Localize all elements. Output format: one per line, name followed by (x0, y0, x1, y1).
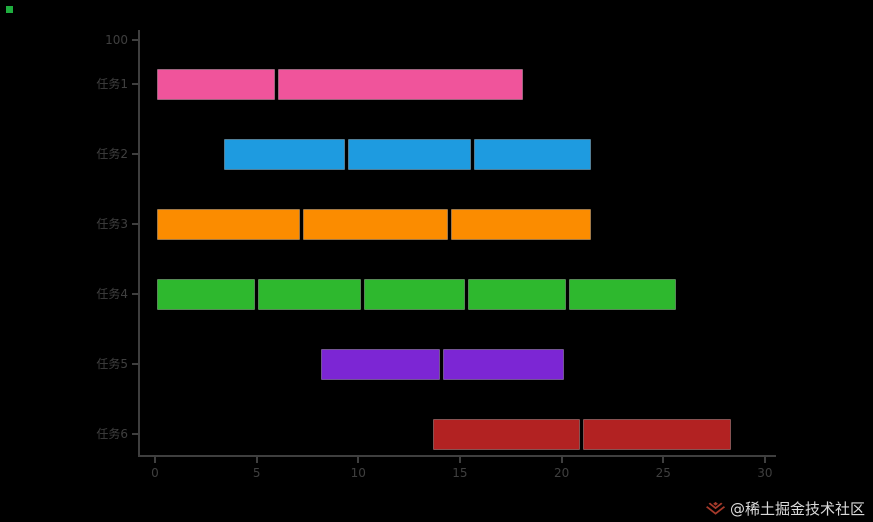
watermark: @稀土掘金技术社区 (705, 499, 865, 518)
bar-segment (302, 208, 449, 240)
y-tick-label: 任务4 (96, 287, 128, 301)
y-tick-label: 任务5 (96, 357, 128, 371)
y-tick-mark (132, 293, 138, 295)
y-tick-mark (132, 223, 138, 225)
x-axis-line (138, 455, 776, 457)
x-tick-mark (357, 457, 360, 463)
bar-segment (569, 278, 676, 310)
x-tick-label: 20 (553, 466, 570, 480)
x-tick-mark (560, 457, 563, 463)
bar-segment (347, 138, 471, 170)
bar-segment (467, 278, 567, 310)
y-top-tick-label: 100 (105, 33, 128, 47)
y-tick-mark (132, 153, 138, 155)
x-tick-mark (662, 457, 665, 463)
bar-segment (258, 278, 361, 310)
bar-segment (432, 418, 581, 450)
y-axis-line (138, 30, 140, 457)
x-tick-label: 15 (452, 466, 468, 480)
x-tick-mark (255, 457, 258, 463)
y-tick-label: 任务2 (96, 147, 128, 161)
x-tick-label: 5 (252, 466, 261, 480)
y-tick-mark (132, 363, 138, 365)
bar-segment (321, 348, 441, 380)
y-tick-mark (132, 83, 138, 85)
bar-segment (223, 138, 345, 170)
y-tick-mark (132, 39, 138, 41)
juejin-logo-icon (705, 501, 725, 515)
bar-segment (443, 348, 565, 380)
bar-segment (363, 278, 465, 310)
x-tick-label: 25 (655, 466, 671, 480)
y-tick-label: 任务1 (96, 77, 128, 91)
bar-segment (156, 278, 256, 310)
bar-segment (451, 208, 591, 240)
watermark-text: @稀土掘金技术社区 (729, 499, 865, 518)
x-tick-label: 0 (151, 466, 159, 480)
bar-segment (583, 418, 731, 450)
x-tick-mark (154, 457, 156, 463)
bar-segment (156, 68, 276, 100)
x-tick-label: 10 (350, 466, 366, 480)
bar-segment (473, 138, 591, 170)
bar-segment (278, 68, 524, 100)
y-tick-label: 任务6 (96, 427, 128, 441)
green-dot (6, 6, 13, 13)
x-tick-label: 30 (757, 466, 773, 480)
y-tick-mark (132, 433, 138, 435)
x-tick-mark (763, 457, 766, 463)
y-tick-label: 任务3 (96, 217, 128, 231)
bar-segment (156, 208, 300, 240)
x-tick-mark (458, 457, 461, 463)
